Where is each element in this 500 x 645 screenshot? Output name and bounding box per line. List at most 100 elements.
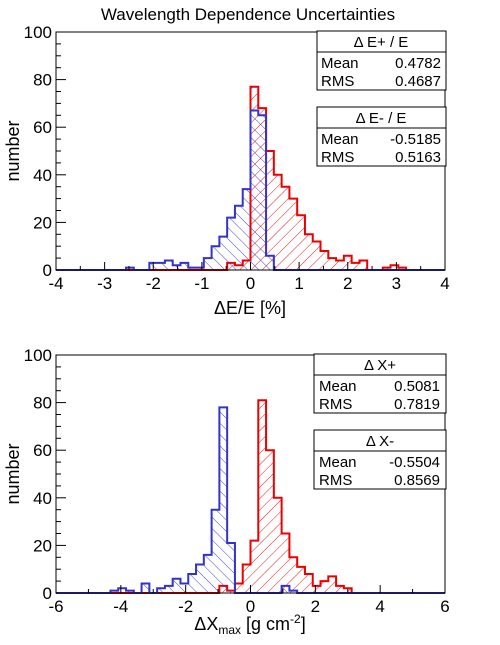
- stats-rms-value: 0.8569: [394, 472, 440, 489]
- y-tick-label: 40: [33, 166, 52, 185]
- bin-minus: [258, 115, 267, 270]
- bin-minus: [203, 258, 212, 270]
- bin-minus: [234, 205, 243, 270]
- bin-minus: [266, 255, 274, 270]
- bin-plus: [266, 151, 274, 270]
- bin-plus: [242, 564, 251, 593]
- x-tick-label: 6: [440, 597, 449, 616]
- stats-mean-value: 0.5081: [394, 378, 440, 395]
- bin-plus: [390, 265, 399, 270]
- x-tick-label: -4: [48, 274, 63, 293]
- histogram-outline-plus: [56, 399, 445, 594]
- bin-plus: [328, 258, 337, 270]
- y-tick-label: 40: [33, 489, 52, 508]
- x-tick-label: 0: [246, 597, 255, 616]
- bin-minus: [180, 583, 189, 593]
- stats-rms-label: RMS: [319, 472, 352, 489]
- x-axis-label-top: ΔE/E [%]: [214, 298, 286, 318]
- y-axis-label-top: number: [3, 120, 23, 181]
- bin-minus: [157, 262, 165, 270]
- bin-plus: [336, 260, 344, 270]
- bin-plus: [312, 585, 321, 593]
- y-tick-label: 100: [24, 346, 52, 365]
- figure-title: Wavelength Dependence Uncertainties: [101, 5, 395, 24]
- bin-minus: [196, 564, 204, 593]
- y-tick-label: 0: [43, 261, 52, 280]
- x-tick-label: 2: [343, 274, 352, 293]
- bin-plus: [297, 215, 305, 270]
- bin-minus: [118, 588, 127, 593]
- bin-plus: [320, 581, 329, 593]
- x-tick-label: 4: [375, 597, 384, 616]
- y-tick-label: 60: [33, 118, 52, 137]
- y-tick-label: 100: [24, 23, 52, 42]
- bin-plus: [351, 262, 360, 270]
- bin-minus: [126, 267, 134, 270]
- bin-plus: [304, 573, 313, 593]
- bin-plus: [234, 583, 243, 593]
- bin-plus: [398, 267, 407, 270]
- x-tick-label: 1: [294, 274, 303, 293]
- x-tick-label: 3: [392, 274, 401, 293]
- x-tick-label: -6: [48, 597, 63, 616]
- x-tick-label: -4: [113, 597, 128, 616]
- stats-mean-label: Mean: [321, 55, 359, 72]
- stats-title: Δ X-: [366, 433, 394, 450]
- bin-minus: [227, 543, 235, 593]
- bin-plus: [273, 174, 282, 270]
- bin-plus: [320, 250, 329, 270]
- bin-plus: [273, 497, 282, 593]
- bin-plus: [359, 260, 368, 270]
- stats-title: Δ E+ / E: [354, 34, 409, 51]
- bin-plus: [336, 585, 344, 593]
- bin-minus: [180, 262, 189, 270]
- bin-plus: [281, 533, 290, 593]
- stats-rms-value: 0.4687: [395, 73, 441, 90]
- bin-minus: [172, 578, 181, 593]
- stats-mean-label: Mean: [321, 131, 359, 148]
- stats-box-minus-bottom: Δ X- Mean -0.5504 RMS 0.8569: [313, 429, 447, 490]
- stats-box-plus-bottom: Δ X+ Mean 0.5081 RMS 0.7819: [313, 353, 447, 414]
- bin-plus: [250, 540, 259, 593]
- x-tick-label: -2: [178, 597, 193, 616]
- bin-plus: [328, 576, 337, 593]
- bin-minus: [188, 267, 197, 270]
- stats-rms-value: 0.5163: [395, 149, 441, 166]
- x-tick-label: 4: [440, 274, 449, 293]
- stats-mean-value: -0.5185: [390, 131, 441, 148]
- bin-minus: [227, 217, 235, 270]
- bin-minus: [211, 509, 220, 593]
- x-tick-label: -2: [146, 274, 161, 293]
- bin-plus: [312, 241, 321, 270]
- stats-mean-label: Mean: [319, 454, 357, 471]
- x-axis-label-bottom: ΔXmax [g cm-2]: [194, 612, 305, 637]
- bin-minus: [219, 236, 228, 270]
- bin-minus: [289, 590, 298, 593]
- x-tick-label: 0: [246, 274, 255, 293]
- stats-box-plus-top: Δ E+ / E Mean 0.4782 RMS 0.4687: [316, 30, 447, 91]
- y-tick-label: 80: [33, 394, 52, 413]
- bin-minus: [110, 590, 119, 593]
- bin-plus: [382, 267, 391, 270]
- bin-minus: [188, 573, 197, 593]
- stats-mean-value: 0.4782: [395, 55, 441, 72]
- series-plus: [56, 399, 445, 594]
- stats-mean-value: -0.5504: [389, 454, 440, 471]
- plot-area-bottom: [56, 399, 445, 594]
- stats-rms-label: RMS: [319, 396, 352, 413]
- bin-minus: [172, 265, 181, 270]
- stats-mean-label: Mean: [319, 378, 357, 395]
- bin-plus: [266, 450, 274, 593]
- stats-rms-label: RMS: [321, 73, 354, 90]
- y-tick-label: 80: [33, 71, 52, 90]
- bin-plus: [281, 186, 290, 270]
- bin-minus: [219, 407, 228, 593]
- y-axis-label-bottom: number: [3, 443, 23, 504]
- bin-plus: [258, 400, 267, 593]
- bin-minus: [157, 588, 165, 593]
- stats-rms-value: 0.7819: [394, 396, 440, 413]
